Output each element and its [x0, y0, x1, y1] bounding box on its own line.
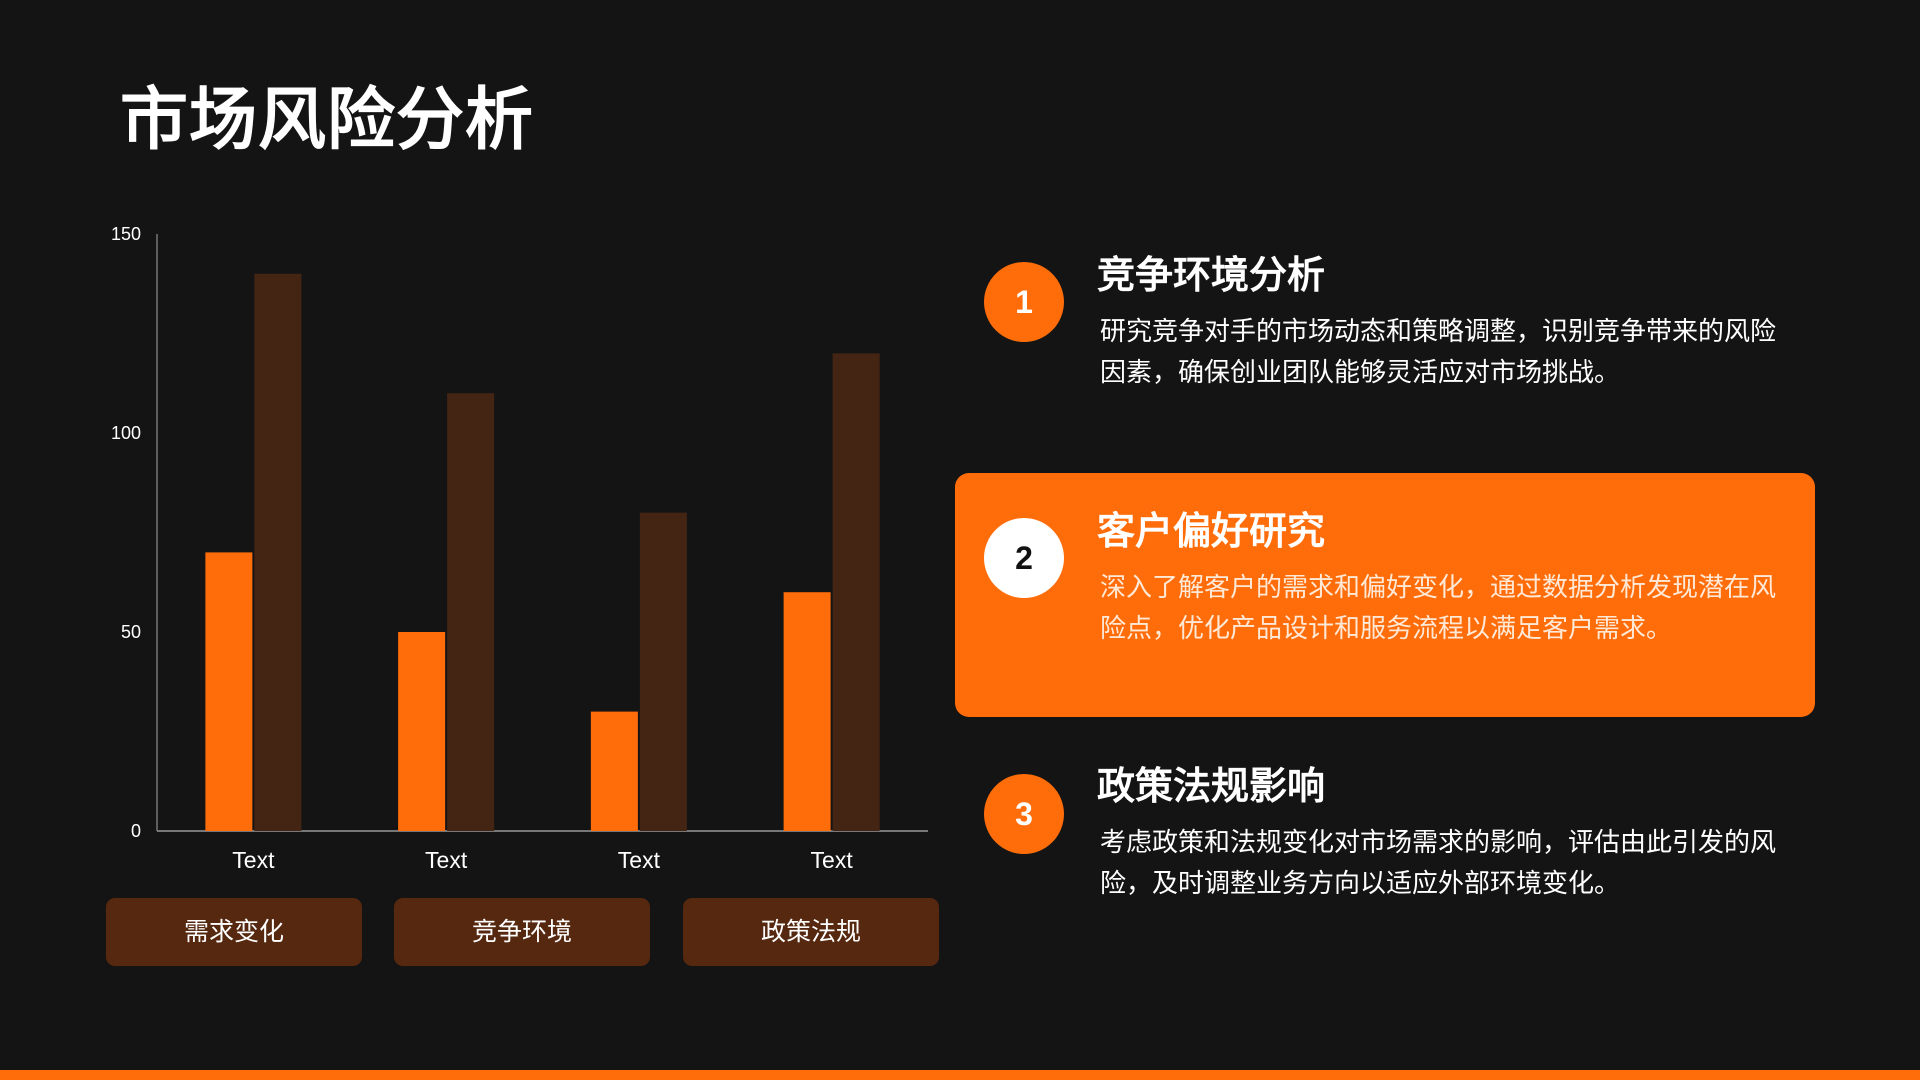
bar-series-1 [398, 632, 446, 831]
y-tick-label: 0 [131, 821, 141, 841]
x-tick-label: Text [618, 847, 661, 873]
analysis-points: 1 竞争环境分析 研究竞争对手的市场动态和策略调整，识别竞争带来的风险因素，确保… [955, 230, 1815, 930]
bar-series-1 [590, 711, 638, 831]
bar-series-1 [783, 592, 831, 831]
y-axis: 0 50 100 150 [111, 224, 158, 841]
point-description: 研究竞争对手的市场动态和策略调整，识别竞争带来的风险因素，确保创业团队能够灵活应… [1100, 317, 1777, 388]
bars [205, 273, 880, 831]
tag-competition: 竞争环境 [394, 898, 650, 966]
point-title: 竞争环境分析 [1097, 253, 1326, 297]
tag-policy: 政策法规 [683, 898, 939, 966]
point-number-badge: 1 [984, 262, 1064, 342]
point-description: 深入了解客户的需求和偏好变化，通过数据分析发现潜在风险点，优化产品设计和服务流程… [1100, 573, 1777, 644]
bar-chart: 0 50 100 150 Text Text Text Text [111, 224, 928, 873]
point-competition: 1 竞争环境分析 研究竞争对手的市场动态和策略调整，识别竞争带来的风险因素，确保… [955, 230, 1815, 474]
bar-series-2 [254, 273, 302, 831]
point-title: 政策法规影响 [1097, 764, 1326, 808]
y-tick-label: 50 [121, 622, 141, 642]
x-tick-label: Text [811, 847, 854, 873]
point-number-badge: 3 [984, 774, 1064, 854]
point-description: 考虑政策和法规变化对市场需求的影响，评估由此引发的风险，及时调整业务方向以适应外… [1100, 828, 1777, 899]
y-tick-label: 100 [111, 423, 141, 443]
point-policy: 3 政策法规影响 考虑政策和法规变化对市场需求的影响，评估由此引发的风险，及时调… [955, 743, 1815, 987]
x-tick-label: Text [425, 847, 468, 873]
point-title: 客户偏好研究 [1097, 509, 1326, 553]
slide-title: 市场风险分析 [120, 81, 535, 160]
y-tick-label: 150 [111, 224, 141, 244]
point-customer-preference: 2 客户偏好研究 深入了解客户的需求和偏好变化，通过数据分析发现潜在风险点，优化… [955, 473, 1815, 717]
x-tick-label: Text [232, 847, 275, 873]
bar-series-2 [447, 393, 495, 831]
bar-series-1 [205, 552, 253, 831]
bottom-accent-bar [0, 1070, 1920, 1080]
tag-demand-change: 需求变化 [106, 898, 362, 966]
bar-series-2 [639, 512, 687, 831]
point-number-badge: 2 [984, 518, 1064, 598]
x-tick-labels: Text Text Text Text [232, 847, 853, 873]
tag-row: 需求变化 竞争环境 政策法规 [106, 898, 940, 968]
bar-series-2 [832, 353, 880, 831]
